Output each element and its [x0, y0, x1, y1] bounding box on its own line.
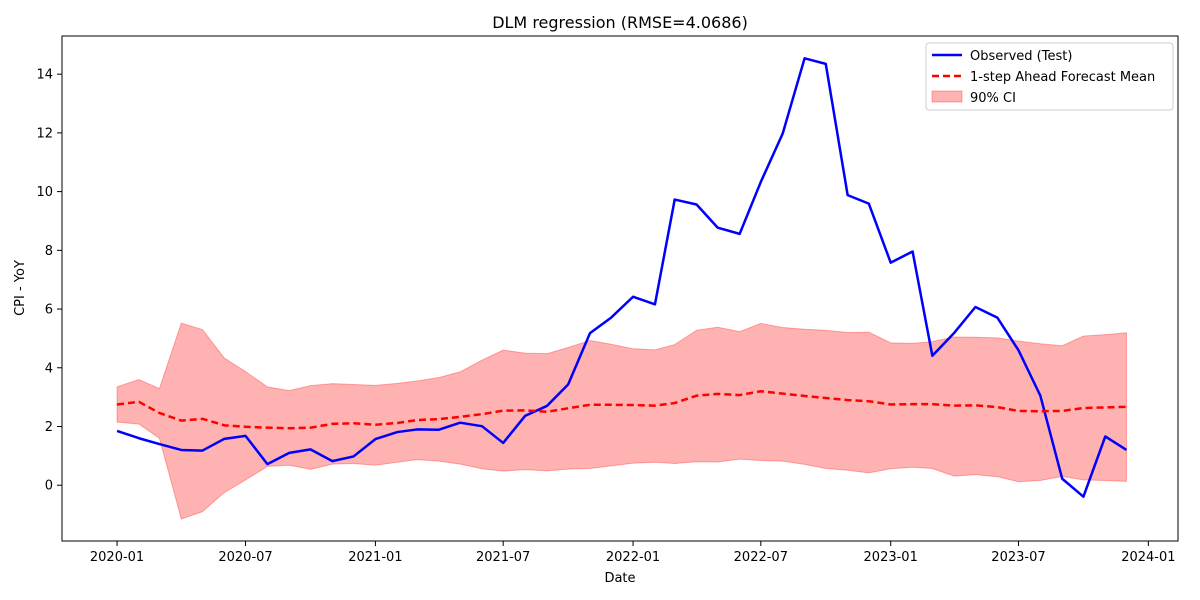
x-tick-label: 2022-07 [734, 550, 788, 565]
x-axis: 2020-01 2020-07 2021-01 2021-07 2022-01 2022-… [90, 541, 1176, 565]
plot-frame [61, 35, 1179, 542]
legend-box [925, 42, 1174, 111]
confidence-band [116, 322, 1127, 520]
y-axis-label: CPI - YoY [13, 260, 28, 316]
x-axis-label: Date [604, 571, 635, 586]
x-tick-label: 2023-07 [991, 550, 1045, 565]
y-tick-label: 12 [36, 126, 53, 141]
y-tick-label: 6 [45, 303, 53, 318]
y-tick-label: 14 [36, 68, 53, 83]
legend-forecast-label: 1-step Ahead Forecast Mean [970, 70, 1155, 85]
observed-line [116, 57, 1128, 498]
legend-ci-label: 90% CI [970, 91, 1016, 106]
x-tick-label: 2020-01 [90, 550, 144, 565]
legend-observed-label: Observed (Test) [970, 49, 1072, 64]
x-tick-label: 2021-01 [348, 550, 402, 565]
x-tick-label: 2022-01 [606, 550, 660, 565]
y-tick-label: 0 [45, 479, 53, 494]
legend-ci-swatch [931, 90, 963, 103]
x-tick-label: 2023-01 [864, 550, 918, 565]
y-tick-label: 10 [36, 185, 53, 200]
plot-area [116, 57, 1128, 520]
y-tick-label: 4 [45, 361, 53, 376]
confidence-band-layer [116, 322, 1127, 520]
forecast-mean-line [116, 390, 1127, 430]
chart-title: DLM regression (RMSE=4.0686) [492, 13, 748, 32]
y-tick-label: 2 [45, 420, 53, 435]
x-tick-label: 2024-01 [1121, 550, 1175, 565]
y-tick-label: 8 [45, 244, 53, 259]
series-layer [116, 57, 1128, 498]
legend: Observed (Test) 1-step Ahead Forecast Me… [925, 42, 1174, 111]
y-axis: 0 2 4 6 8 10 12 14 [36, 68, 62, 494]
x-tick-label: 2021-07 [476, 550, 530, 565]
x-tick-label: 2020-07 [218, 550, 272, 565]
